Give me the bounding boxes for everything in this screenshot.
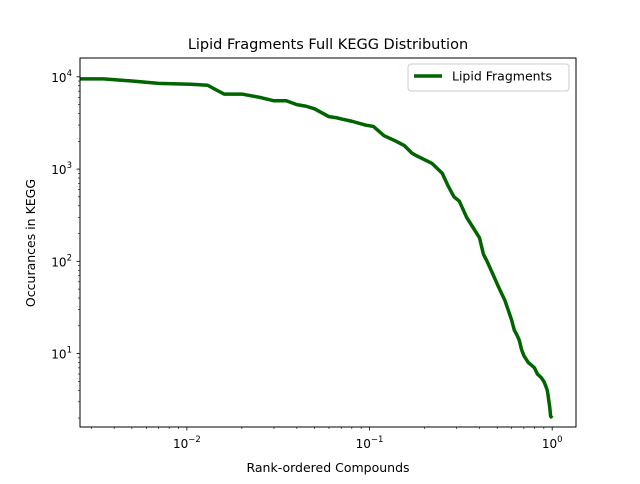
plot-area [80, 77, 554, 420]
axes-frame [79, 57, 577, 428]
series-line-lipid-fragments [80, 77, 554, 420]
legend: Lipid Fragments [407, 63, 570, 92]
legend-label-lipid-fragments: Lipid Fragments [452, 69, 552, 84]
y-tick-label: 104 [51, 69, 72, 85]
y-tick-label: 103 [51, 161, 72, 177]
x-tick-label: 100 [542, 435, 563, 451]
x-tick-label: 10−2 [173, 435, 201, 451]
x-tick-label: 10−1 [356, 435, 384, 451]
y-tick-label: 101 [51, 346, 72, 362]
x-axis-label: Rank-ordered Compounds [246, 460, 409, 475]
y-tick-label: 102 [51, 253, 72, 269]
x-axis: 10−2 10−1 100 [91, 427, 563, 451]
y-axis: 101 102 103 104 [51, 69, 80, 419]
legend-box [407, 63, 570, 92]
y-axis-label: Occurances in KEGG [23, 179, 38, 307]
chart-title: Lipid Fragments Full KEGG Distribution [188, 37, 468, 53]
